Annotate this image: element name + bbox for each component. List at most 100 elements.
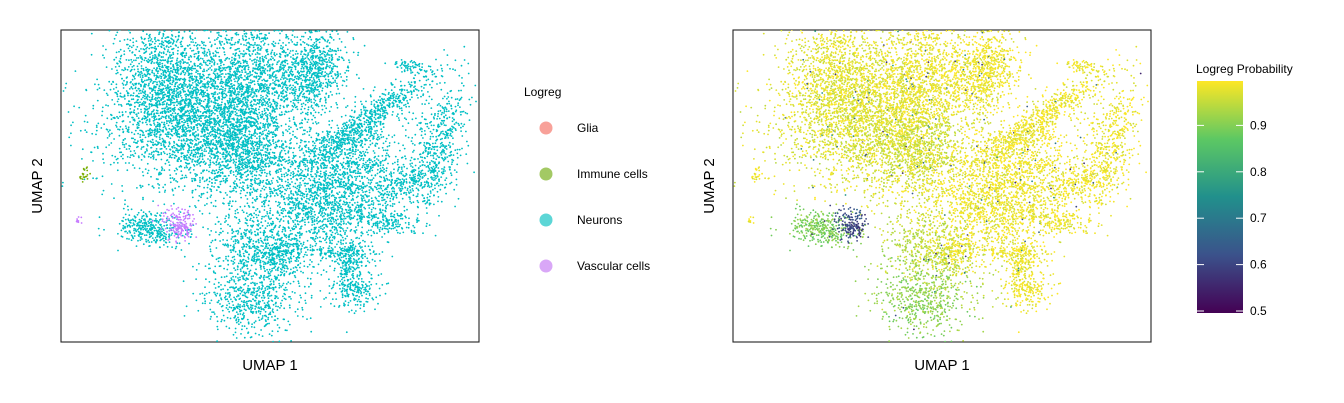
data-point: [272, 40, 275, 43]
data-point: [204, 6, 206, 8]
data-point: [178, 83, 181, 86]
data-point: [208, 97, 211, 100]
data-point: [197, 70, 199, 73]
data-point: [169, 119, 172, 122]
data-point: [168, 51, 171, 54]
data-point: [123, 95, 126, 98]
data-point: [245, 108, 247, 110]
data-point: [171, 81, 174, 84]
data-point: [245, 83, 248, 86]
data-point: [140, 108, 142, 111]
data-point: [240, 52, 242, 55]
data-point: [292, 17, 294, 19]
data-point: [308, 30, 311, 33]
data-point: [221, 115, 224, 118]
data-point: [125, 26, 127, 28]
data-point: [183, 139, 185, 142]
data-point: [189, 171, 192, 174]
data-point: [252, 8, 254, 10]
data-point: [203, 160, 206, 163]
data-point: [249, 86, 251, 89]
data-point: [187, 119, 190, 122]
data-point: [145, 96, 148, 98]
data-point: [274, 16, 276, 18]
data-point: [140, 148, 143, 150]
data-point: [202, 47, 205, 50]
data-point: [115, 158, 118, 161]
data-point: [250, 107, 253, 110]
data-point: [273, 53, 276, 56]
data-point: [148, 20, 150, 22]
data-point: [248, 130, 251, 133]
data-point: [164, 112, 167, 115]
data-point: [228, 57, 231, 60]
data-point: [282, 134, 284, 137]
data-point: [173, 156, 176, 159]
data-point: [151, 116, 154, 118]
data-point: [150, 113, 153, 116]
data-point: [251, 20, 253, 22]
data-point: [282, 142, 284, 145]
data-point: [213, 117, 215, 120]
data-point: [206, 89, 209, 92]
data-point: [147, 18, 149, 20]
data-point: [197, 79, 200, 82]
data-point: [224, 87, 227, 90]
data-point: [238, 23, 240, 25]
data-point: [62, 90, 65, 92]
data-point: [159, 112, 162, 114]
data-point: [170, 25, 172, 27]
data-point: [229, 120, 231, 123]
data-point: [171, 15, 173, 17]
data-point: [285, 129, 287, 131]
data-point: [198, 185, 201, 188]
data-point: [248, 50, 251, 52]
data-point: [225, 38, 228, 41]
data-point: [254, 58, 256, 61]
data-point: [206, 197, 209, 200]
data-point: [310, 19, 312, 21]
data-point: [195, 97, 198, 99]
data-point: [159, 61, 161, 64]
data-point: [244, 97, 247, 100]
data-point: [261, 55, 264, 58]
data-point: [264, 68, 267, 70]
data-point: [177, 128, 180, 131]
data-point: [318, 90, 321, 93]
data-point: [148, 153, 151, 155]
data-point: [256, 142, 259, 145]
data-point: [136, 46, 139, 48]
data-point: [162, 123, 165, 126]
data-point: [164, 59, 167, 62]
data-point: [136, 146, 138, 149]
data-point: [228, 87, 231, 90]
data-point: [108, 135, 111, 137]
data-point: [135, 59, 137, 62]
data-point: [161, 37, 164, 39]
data-point: [286, 104, 288, 107]
data-point: [202, 44, 205, 46]
data-point: [129, 121, 131, 123]
data-point: [142, 196, 144, 199]
data-point: [145, 59, 148, 62]
data-point: [191, 30, 193, 31]
data-point: [352, 51, 355, 54]
data-point: [227, 101, 229, 104]
data-point: [121, 120, 124, 123]
data-point: [110, 142, 113, 144]
data-point: [174, 124, 177, 127]
data-point: [271, 105, 274, 108]
data-point: [143, 48, 146, 51]
data-point: [117, 128, 119, 131]
data-point: [143, 92, 146, 94]
data-point: [306, 121, 309, 123]
data-point: [140, 140, 143, 143]
data-point: [205, 106, 208, 109]
data-point: [162, 130, 165, 133]
data-point: [241, 69, 243, 72]
data-point: [265, 114, 267, 117]
data-point: [266, 69, 269, 72]
data-point: [252, 63, 254, 65]
data-point: [256, 133, 259, 135]
data-point: [191, 14, 193, 16]
